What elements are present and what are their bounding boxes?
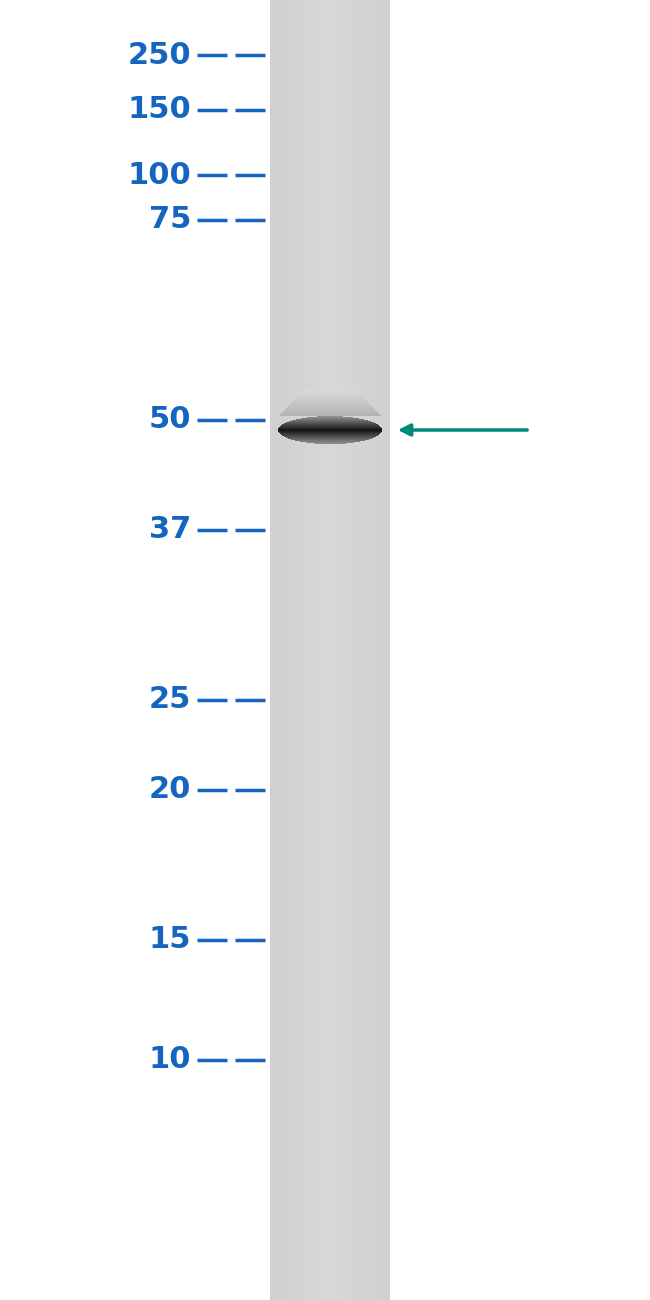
Text: 10: 10 — [148, 1045, 191, 1075]
Text: 100: 100 — [127, 160, 191, 190]
Text: 37: 37 — [149, 516, 191, 545]
Text: 25: 25 — [149, 685, 191, 715]
Text: 150: 150 — [127, 95, 191, 125]
Text: 15: 15 — [148, 926, 191, 954]
Text: 75: 75 — [149, 205, 191, 234]
Text: 20: 20 — [149, 776, 191, 805]
Text: 250: 250 — [127, 40, 191, 69]
Text: 50: 50 — [148, 406, 191, 434]
